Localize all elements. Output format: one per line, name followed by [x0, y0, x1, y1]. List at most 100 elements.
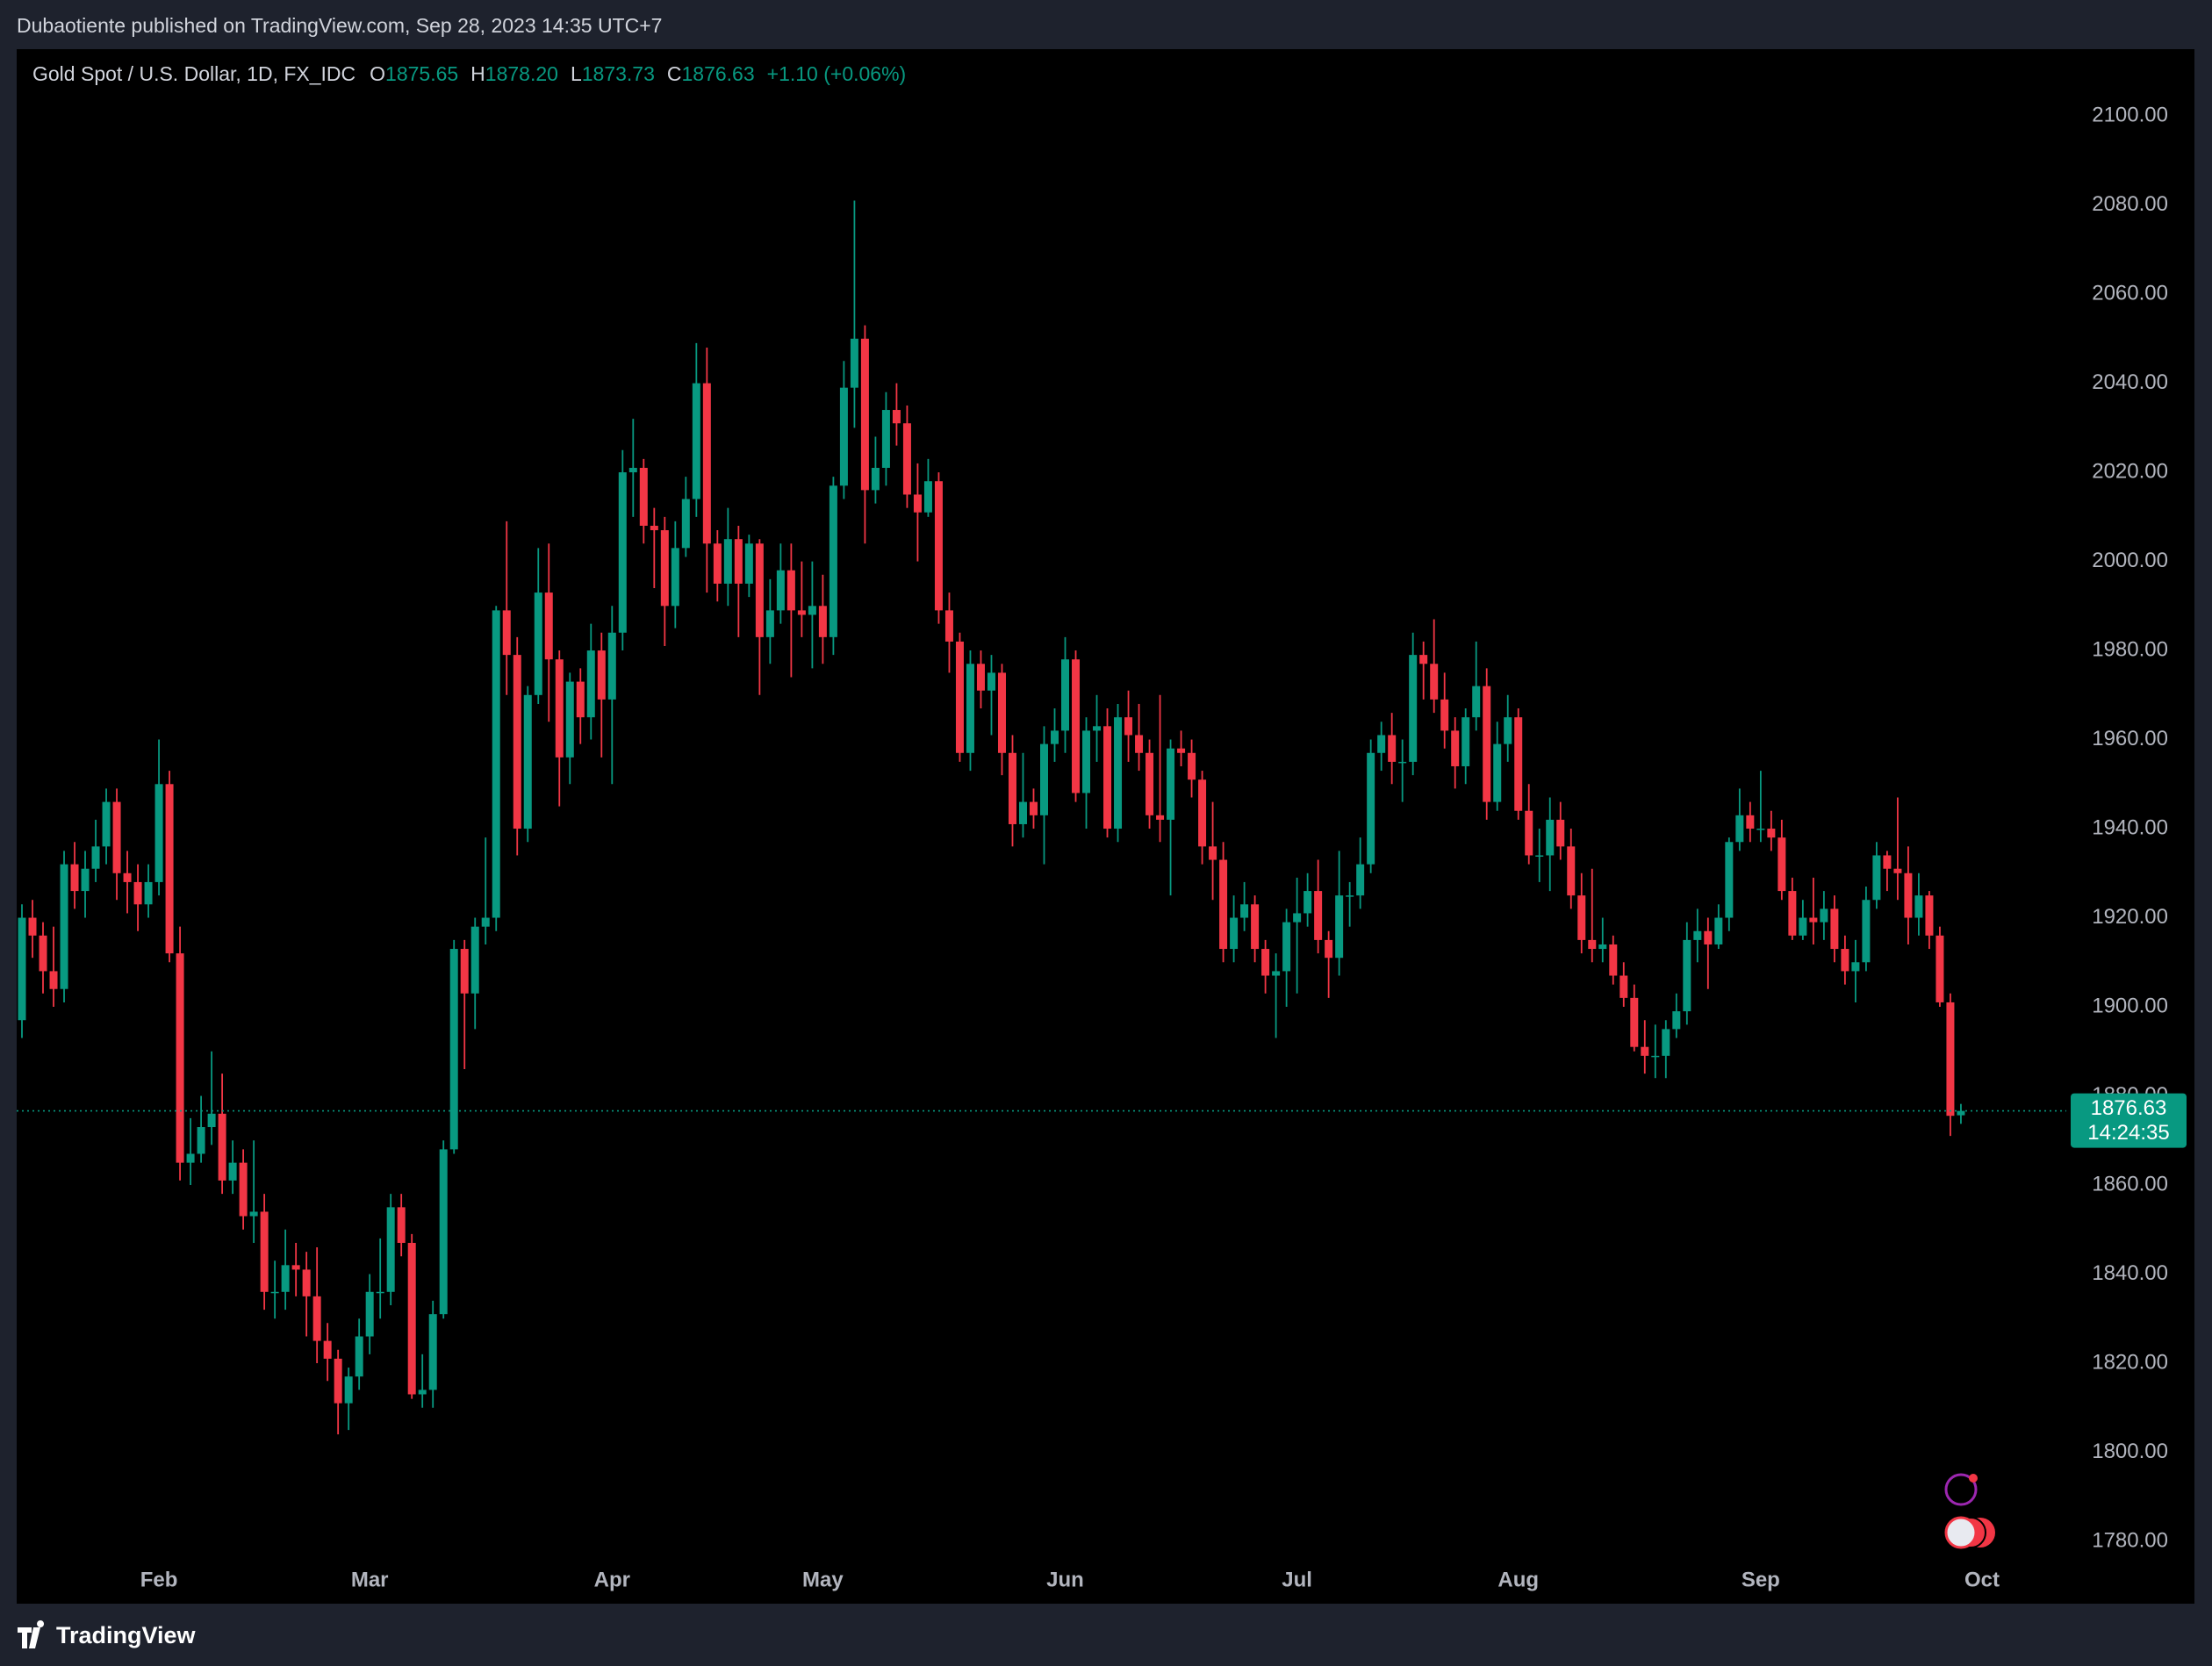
- ohlc-key: O: [370, 62, 385, 85]
- candle-body: [1219, 859, 1228, 950]
- ohlc-key: L: [571, 62, 582, 85]
- candle-body: [1008, 752, 1016, 824]
- candle-body: [1514, 717, 1523, 811]
- candle-body: [1018, 801, 1027, 824]
- candle-body: [776, 570, 785, 611]
- candle-body: [376, 1291, 384, 1294]
- candle-body: [1177, 748, 1186, 753]
- candle-body: [207, 1113, 216, 1128]
- candle-body: [1304, 891, 1312, 914]
- x-tick-label: Sep: [1742, 1568, 1780, 1591]
- candle-body: [1440, 699, 1449, 731]
- candle-body: [1725, 842, 1734, 918]
- brand-mark: [18, 1620, 45, 1648]
- candle-body: [260, 1211, 269, 1292]
- candle-body: [365, 1291, 374, 1337]
- candle-body: [1367, 752, 1375, 865]
- candle-body: [1167, 748, 1175, 820]
- price-tag: [2071, 1093, 2187, 1148]
- candle-body: [492, 610, 500, 918]
- candle-body: [1893, 868, 1902, 873]
- candle-body: [49, 971, 58, 989]
- candle-body: [449, 949, 458, 1150]
- candle-body: [218, 1113, 226, 1181]
- candle-body: [1546, 819, 1555, 856]
- candle-body: [428, 1314, 437, 1390]
- candle-body: [386, 1207, 395, 1292]
- x-tick-label: Jun: [1046, 1568, 1084, 1591]
- x-tick-label: Aug: [1497, 1568, 1539, 1591]
- candle-body: [1040, 743, 1049, 815]
- candle-body: [1609, 944, 1618, 976]
- candle-body: [818, 606, 827, 637]
- candle-body: [744, 543, 753, 584]
- candle-body: [976, 664, 985, 691]
- candle-body: [1072, 659, 1081, 794]
- candle-body: [323, 1340, 332, 1359]
- candle-body: [1883, 855, 1892, 869]
- candle-body: [1430, 664, 1439, 700]
- candle-body: [1936, 935, 1944, 1002]
- candle-body: [576, 681, 585, 718]
- candle-body: [1872, 855, 1881, 901]
- candle-body: [1493, 743, 1502, 802]
- candle-body: [1767, 829, 1776, 838]
- candle-body: [1620, 975, 1628, 998]
- candle-body: [881, 410, 890, 469]
- y-tick-label: 2080.00: [2092, 192, 2168, 216]
- candle-body: [1683, 939, 1691, 1012]
- candle-body: [628, 468, 637, 473]
- candle-body: [18, 917, 26, 1021]
- candle-body: [850, 338, 858, 388]
- candle-body: [997, 672, 1006, 753]
- candle-body: [1714, 917, 1723, 944]
- candle-body: [1504, 717, 1512, 744]
- candle-body: [312, 1296, 321, 1341]
- y-tick-label: 1920.00: [2092, 905, 2168, 929]
- candle-body: [555, 659, 564, 758]
- candle-body: [1029, 801, 1038, 815]
- candle-body: [60, 864, 68, 989]
- x-tick-label: Mar: [351, 1568, 389, 1591]
- candle-body: [1419, 655, 1428, 664]
- candle-body: [1272, 971, 1281, 976]
- candle-body: [1851, 962, 1860, 972]
- candle-body: [660, 530, 669, 607]
- x-tick-label: Oct: [1964, 1568, 2000, 1591]
- candle-body: [565, 681, 574, 758]
- candle-body: [1451, 730, 1460, 766]
- candle-body: [786, 570, 795, 611]
- candle-body: [1398, 761, 1407, 764]
- candle-body: [871, 468, 880, 491]
- price-tag-value: 1876.63: [2091, 1096, 2167, 1120]
- candle-body: [1641, 1046, 1649, 1056]
- candle-body: [639, 468, 648, 526]
- candle-body: [1251, 904, 1260, 950]
- y-tick-label: 1960.00: [2092, 727, 2168, 750]
- candle-body: [102, 801, 111, 847]
- alert-dot: [1969, 1474, 1978, 1483]
- candle-body: [808, 606, 816, 615]
- candle-body: [987, 672, 995, 691]
- candle-body: [1862, 900, 1871, 963]
- candle-body: [1914, 895, 1923, 918]
- brand: TradingView: [56, 1622, 197, 1648]
- candle-body: [1335, 895, 1344, 959]
- candle-body: [154, 784, 163, 882]
- y-tick-label: 1940.00: [2092, 815, 2168, 839]
- candle-body: [1356, 864, 1365, 896]
- candle-body: [1735, 815, 1744, 843]
- watermark-icons: [1944, 1473, 1995, 1549]
- y-tick-label: 1980.00: [2092, 637, 2168, 661]
- y-tick-label: 1900.00: [2092, 994, 2168, 1017]
- candle-body: [586, 650, 595, 718]
- ohlc-legend: Gold Spot / U.S. Dollar, 1D, FX_IDC O1875…: [32, 62, 906, 85]
- candle-body: [1535, 855, 1544, 857]
- candle-body: [944, 610, 953, 642]
- candle-body: [1409, 655, 1418, 762]
- ohlc-value: 1876.63: [682, 62, 755, 85]
- ohlc-value: 1873.73: [582, 62, 655, 85]
- candle-body: [1841, 949, 1849, 972]
